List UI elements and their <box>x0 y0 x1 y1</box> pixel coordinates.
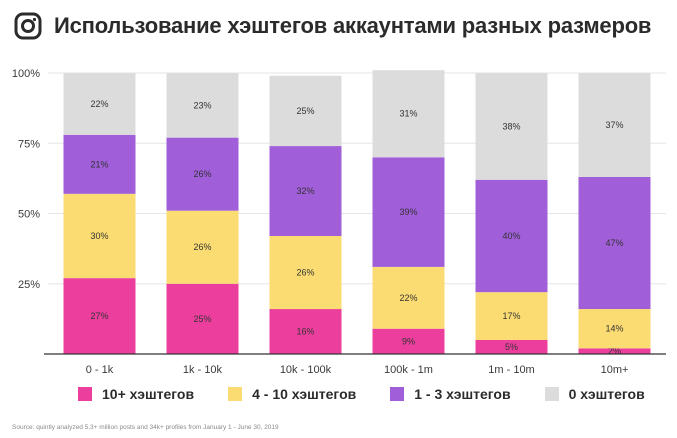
bar-segment <box>63 278 136 354</box>
y-tick-label: 50% <box>18 209 40 221</box>
data-label: 26% <box>193 242 211 252</box>
bar-segment <box>63 73 136 135</box>
x-tick-label: 0 - 1k <box>86 364 114 376</box>
data-label: 5% <box>505 342 518 352</box>
data-label: 9% <box>402 336 415 346</box>
legend-swatch <box>544 387 559 401</box>
bar-segment <box>578 348 651 354</box>
legend-label: 10+ хэштегов <box>102 386 195 402</box>
x-tick-label: 1k - 10k <box>183 364 223 376</box>
bar-segment <box>475 292 548 340</box>
bar-segment <box>475 339 548 354</box>
bar-segment <box>578 73 651 177</box>
bar-segment <box>372 266 445 329</box>
y-tick-label: 25% <box>18 279 40 291</box>
data-label: 37% <box>605 120 623 130</box>
data-label: 38% <box>502 121 520 131</box>
source-note: Source: quintly analyzed 5.3+ million po… <box>12 424 279 431</box>
data-label: 17% <box>502 311 520 321</box>
bar-segment <box>63 193 136 279</box>
data-label: 14% <box>605 324 623 334</box>
data-label: 16% <box>296 327 314 337</box>
chart-header: Использование хэштегов аккаунтами разных… <box>14 12 651 40</box>
bar-segment <box>166 210 239 284</box>
data-label: 27% <box>90 311 108 321</box>
bar-segment <box>166 283 239 354</box>
data-label: 26% <box>193 169 211 179</box>
bar-segment <box>475 73 548 180</box>
bar-segment <box>372 328 445 354</box>
legend-item: 0 хэштегов <box>544 386 645 402</box>
bar-segment <box>166 137 239 211</box>
data-label: 2% <box>608 346 621 356</box>
legend-swatch <box>390 387 405 401</box>
bar-segment <box>372 70 445 158</box>
data-label: 39% <box>399 207 417 217</box>
legend-label: 0 хэштегов <box>568 386 645 402</box>
x-tick-label: 100k - 1m <box>384 364 433 376</box>
data-label: 22% <box>399 293 417 303</box>
data-label: 23% <box>193 100 211 110</box>
data-label: 25% <box>193 314 211 324</box>
bar-segment <box>63 134 136 194</box>
bar-segment <box>269 75 342 147</box>
data-label: 21% <box>90 159 108 169</box>
x-tick-label: 1m - 10m <box>488 364 534 376</box>
bar-segment <box>578 309 651 349</box>
x-tick-label: 10k - 100k <box>280 364 332 376</box>
data-label: 25% <box>296 106 314 116</box>
bar-segment <box>475 179 548 293</box>
data-label: 31% <box>399 109 417 119</box>
bar-segment <box>166 73 239 138</box>
y-tick-label: 75% <box>18 138 40 150</box>
bar-segment <box>269 235 342 310</box>
legend-item: 1 - 3 хэштегов <box>390 386 511 402</box>
data-label: 32% <box>296 186 314 196</box>
x-tick-label: 10m+ <box>601 364 629 376</box>
data-label: 26% <box>296 268 314 278</box>
y-tick-label: 100% <box>12 68 40 80</box>
legend-item: 10+ хэштегов <box>78 386 194 402</box>
legend-swatch <box>228 387 243 401</box>
bar-segment <box>372 157 445 267</box>
chart-title: Использование хэштегов аккаунтами разных… <box>54 13 652 38</box>
stacked-bar-chart: 25% 50% 75% 100% 27% 30% 21% 22% 0 - 1k 25% 26% 26%… <box>12 68 666 376</box>
data-label: 30% <box>90 231 108 241</box>
legend-swatch <box>78 387 92 401</box>
legend-label: 4 - 10 хэштегов <box>252 386 357 402</box>
bar-segment <box>269 309 342 354</box>
instagram-icon <box>14 12 42 40</box>
data-label: 47% <box>605 238 623 248</box>
chart-legend: 10+ хэштегов 4 - 10 хэштегов 1 - 3 хэштего… <box>78 386 677 402</box>
legend-item: 4 - 10 хэштегов <box>228 386 356 402</box>
legend-label: 1 - 3 хэштегов <box>414 386 511 402</box>
data-label: 40% <box>502 231 520 241</box>
bar-segment <box>269 146 342 236</box>
data-label: 22% <box>90 99 108 109</box>
bar-segment <box>578 176 651 310</box>
